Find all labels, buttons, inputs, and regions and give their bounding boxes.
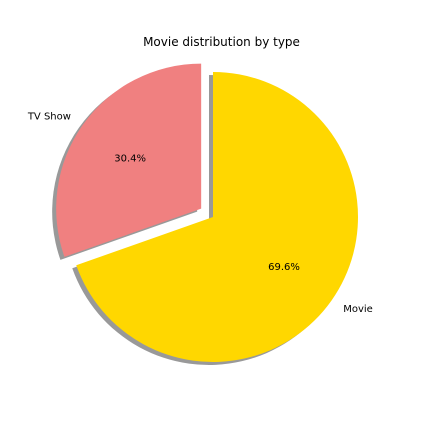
slice-label-tv-show: TV Show: [27, 112, 71, 123]
slice-movie: [76, 72, 359, 362]
slice-percent-movie: 69.6%: [268, 262, 300, 273]
slice-percent-tv-show: 30.4%: [114, 153, 146, 164]
slice-label-movie: Movie: [343, 304, 373, 315]
slice-tv-show: [56, 63, 202, 257]
chart-title: Movie distribution by type: [143, 35, 300, 49]
pie-labels: TV Show 30.4% Movie 69.6%: [27, 112, 373, 316]
pie-slices: [56, 63, 359, 362]
